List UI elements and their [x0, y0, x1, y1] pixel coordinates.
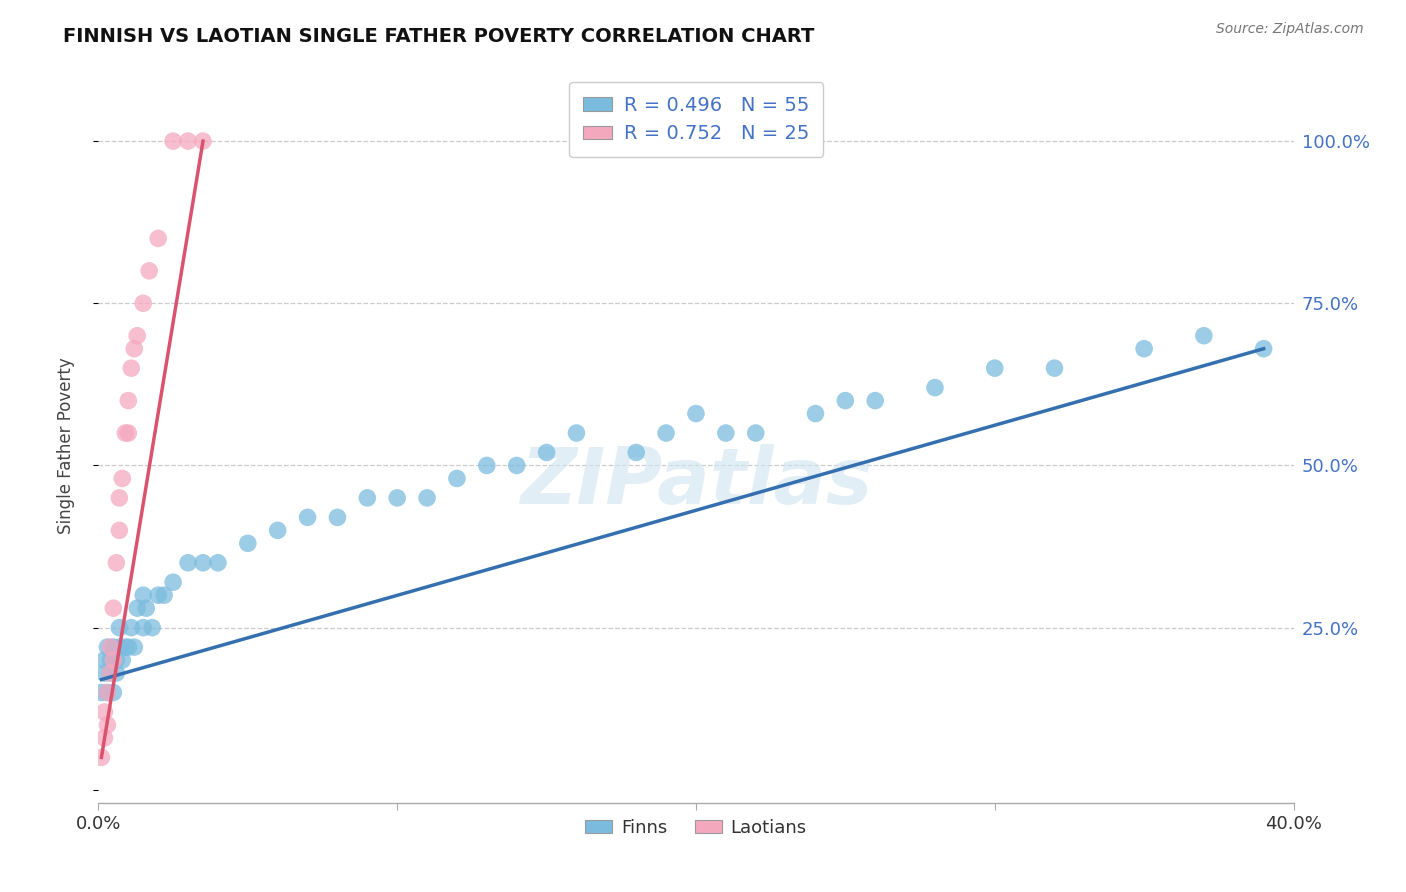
Point: [148, 231, 170, 245]
Point: [1133, 342, 1156, 356]
Point: [120, 361, 142, 376]
Point: [191, 134, 214, 148]
Point: [132, 588, 155, 602]
Point: [108, 524, 131, 538]
Legend: Finns, Laotians: Finns, Laotians: [578, 812, 814, 844]
Point: [90, 685, 112, 699]
Point: [108, 621, 131, 635]
Point: [96, 685, 118, 699]
Point: [565, 425, 588, 440]
Y-axis label: Single Father Poverty: Single Father Poverty: [56, 358, 75, 534]
Text: Source: ZipAtlas.com: Source: ZipAtlas.com: [1216, 22, 1364, 37]
Point: [98, 666, 122, 681]
Point: [105, 666, 128, 681]
Point: [297, 510, 319, 524]
Point: [103, 653, 125, 667]
Point: [1043, 361, 1066, 376]
Point: [834, 393, 856, 408]
Point: [984, 361, 1007, 376]
Point: [103, 685, 125, 699]
Point: [132, 296, 155, 310]
Point: [124, 342, 146, 356]
Point: [105, 653, 128, 667]
Text: ZIPatlas: ZIPatlas: [520, 443, 872, 520]
Point: [162, 575, 184, 590]
Point: [114, 425, 136, 440]
Point: [626, 445, 648, 459]
Point: [475, 458, 498, 473]
Point: [111, 471, 134, 485]
Point: [446, 471, 468, 485]
Point: [108, 491, 131, 505]
Point: [267, 524, 290, 538]
Point: [108, 640, 131, 654]
Point: [132, 621, 155, 635]
Point: [98, 640, 122, 654]
Point: [714, 425, 737, 440]
Point: [148, 588, 170, 602]
Point: [117, 425, 139, 440]
Point: [98, 653, 122, 667]
Point: [356, 491, 378, 505]
Point: [191, 556, 214, 570]
Point: [162, 134, 184, 148]
Point: [1192, 328, 1215, 343]
Point: [96, 640, 118, 654]
Point: [103, 640, 125, 654]
Point: [103, 601, 125, 615]
Point: [1253, 342, 1275, 356]
Point: [804, 407, 827, 421]
Text: FINNISH VS LAOTIAN SINGLE FATHER POVERTY CORRELATION CHART: FINNISH VS LAOTIAN SINGLE FATHER POVERTY…: [63, 27, 814, 45]
Point: [120, 621, 142, 635]
Point: [685, 407, 707, 421]
Point: [93, 731, 115, 745]
Point: [177, 556, 200, 570]
Point: [111, 653, 134, 667]
Point: [745, 425, 768, 440]
Point: [138, 264, 160, 278]
Point: [865, 393, 887, 408]
Point: [105, 556, 128, 570]
Point: [96, 718, 118, 732]
Point: [93, 705, 115, 719]
Point: [93, 666, 115, 681]
Point: [326, 510, 349, 524]
Point: [236, 536, 259, 550]
Point: [114, 640, 136, 654]
Point: [924, 381, 946, 395]
Point: [90, 750, 112, 764]
Point: [385, 491, 409, 505]
Point: [127, 328, 149, 343]
Point: [124, 640, 146, 654]
Point: [177, 134, 200, 148]
Point: [416, 491, 439, 505]
Point: [96, 685, 118, 699]
Point: [117, 393, 139, 408]
Point: [536, 445, 558, 459]
Point: [153, 588, 176, 602]
Point: [135, 601, 157, 615]
Point: [127, 601, 149, 615]
Point: [655, 425, 678, 440]
Point: [207, 556, 229, 570]
Point: [93, 653, 115, 667]
Point: [506, 458, 529, 473]
Point: [98, 666, 122, 681]
Point: [141, 621, 163, 635]
Point: [117, 640, 139, 654]
